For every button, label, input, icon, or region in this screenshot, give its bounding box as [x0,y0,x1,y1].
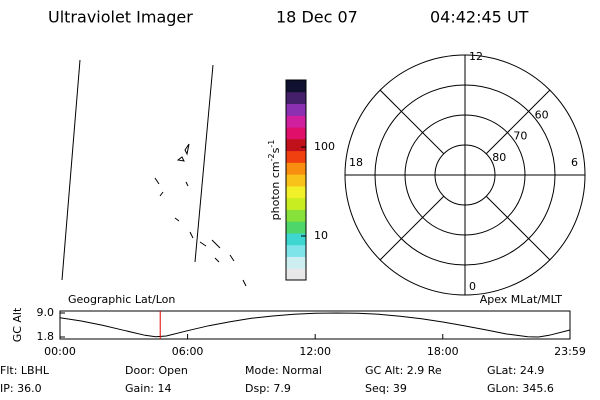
colorbar-cell [286,103,306,116]
x-tick-label: 06:00 [172,345,204,358]
info-panel: Flt: LBHL Door: Open Mode: Normal GC Alt: 2… [0,364,554,395]
colorbar-cell [286,162,306,175]
colorbar-tick-label: 10 [314,229,328,242]
y-tick-label: 1.8 [37,330,55,343]
mlt-label: 6 [571,156,578,169]
title: Ultraviolet Imager [48,8,193,27]
info-field: Flt: LBHL [0,364,50,377]
plot-title-right: Apex MLat/MLT [480,293,563,306]
lat-label: 70 [513,130,527,143]
colorbar-cell [286,197,306,210]
colorbar-cell [286,209,306,222]
mlt-label: 0 [469,280,476,293]
x-tick-label: 23:59 [554,345,586,358]
colorbar-cell [286,268,306,281]
altitude-line [59,312,571,338]
info-field: Seq: 39 [365,382,407,395]
colorbar: 10 100 [285,79,335,281]
colorbar-cell [286,221,306,234]
lat-label: 80 [492,151,506,164]
date: 18 Dec 07 [276,8,358,27]
colorbar-cell [286,244,306,257]
y-tick-label: 9.0 [37,306,55,319]
colorbar-label: photon cm-2s-1 [267,140,283,221]
colorbar-tick-label: 100 [314,140,335,153]
colorbar-cell [286,256,306,269]
colorbar-frame [285,79,307,281]
colorbar-cell [286,80,306,93]
colorbar-cell [286,232,306,246]
info-field: Gain: 14 [125,382,172,395]
mlt-diagonal [485,89,551,155]
info-field: Dsp: 7.9 [245,382,291,395]
colorbar-cell [286,115,306,128]
info-field: GLat: 24.9 [487,364,544,377]
mlt-diagonal [379,195,445,261]
x-tick-label: 12:00 [299,345,331,358]
info-field: IP: 36.0 [0,382,42,395]
info-field: Door: Open [125,364,188,377]
mlt-label: 12 [469,50,483,63]
info-field: GLon: 345.6 [487,382,554,395]
info-field: Mode: Normal [245,364,322,377]
plot-title-left: Geographic Lat/Lon [68,293,175,306]
mlt-diagonal [485,195,551,261]
colorbar-cell [286,150,306,163]
colorbar-cell [286,138,306,152]
colorbar-cell [286,174,306,187]
lat-label: 60 [535,108,549,121]
colorbar-cell [286,91,306,105]
altitude-plot: Geographic Lat/Lon Apex MLat/MLT GC Alt 9.0… [11,293,586,358]
mlt-diagonal [379,89,445,155]
x-tick-label: 00:00 [44,345,76,358]
time: 04:42:45 UT [430,8,529,27]
info-field: GC Alt: 2.9 Re [365,364,442,377]
mlt-label: 18 [349,156,363,169]
colorbar-cell [286,127,306,140]
x-tick-label: 18:00 [427,345,459,358]
y-label: GC Alt [11,307,24,342]
geo-grid [61,59,247,287]
colorbar-cell [286,185,306,199]
